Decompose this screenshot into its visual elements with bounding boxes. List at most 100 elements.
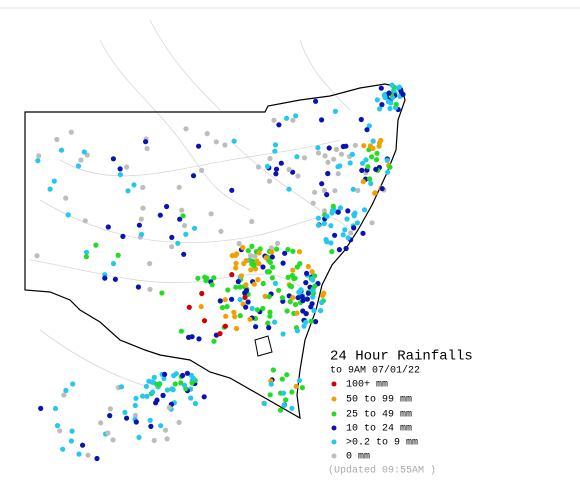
station-dot xyxy=(287,299,293,305)
station-dot xyxy=(138,231,145,237)
station-dots xyxy=(34,82,406,462)
station-dot xyxy=(245,299,251,305)
station-dot xyxy=(164,203,170,210)
station-dot xyxy=(252,253,258,259)
station-dot xyxy=(372,190,378,196)
legend-swatch xyxy=(331,411,337,417)
station-dot xyxy=(337,163,343,169)
station-dot xyxy=(198,304,204,310)
station-dot xyxy=(229,253,235,259)
station-dot xyxy=(179,207,185,213)
nsw-border xyxy=(24,83,406,420)
station-dot xyxy=(267,392,273,398)
station-dot xyxy=(272,148,278,154)
station-dot xyxy=(369,220,375,226)
station-dot xyxy=(396,84,402,90)
station-dot xyxy=(229,296,235,302)
station-dot xyxy=(110,437,116,443)
station-dot xyxy=(310,288,316,294)
station-dot xyxy=(284,308,290,314)
station-dot xyxy=(235,279,241,285)
station-dot xyxy=(276,122,282,128)
station-dot xyxy=(360,178,366,185)
station-dot xyxy=(160,392,166,398)
legend: 24 Hour Rainfalls to 9AM 07/01/22 (Updat… xyxy=(328,349,473,477)
station-dot xyxy=(211,275,217,281)
station-dot xyxy=(243,288,250,294)
station-dot xyxy=(249,243,255,249)
station-dot xyxy=(310,200,316,206)
station-dot xyxy=(285,246,291,253)
station-dot xyxy=(140,393,146,399)
station-dot xyxy=(147,417,153,423)
station-dot xyxy=(267,313,273,319)
station-dot xyxy=(63,387,69,394)
station-dot xyxy=(237,297,243,303)
station-dot xyxy=(85,452,91,458)
station-dot xyxy=(222,297,228,303)
station-dot xyxy=(328,223,334,229)
station-dot xyxy=(290,117,296,123)
station-dot xyxy=(351,225,357,231)
station-dot xyxy=(368,180,374,187)
station-dot xyxy=(321,290,327,296)
station-dot xyxy=(301,323,307,329)
station-dot xyxy=(269,249,275,255)
station-dot xyxy=(158,423,164,429)
station-dot xyxy=(337,205,344,211)
station-dot xyxy=(305,290,311,296)
station-dot xyxy=(266,325,272,331)
station-dot xyxy=(315,215,321,221)
station-dot xyxy=(243,258,249,264)
station-dot xyxy=(204,275,210,281)
station-dot xyxy=(256,250,262,256)
station-dot xyxy=(231,309,237,315)
station-dot xyxy=(180,213,186,219)
station-dot xyxy=(80,442,86,448)
station-dot xyxy=(329,249,335,255)
station-dot xyxy=(338,151,345,157)
station-dot xyxy=(319,299,325,306)
station-dot xyxy=(161,375,167,382)
station-dot xyxy=(257,246,263,252)
station-dot xyxy=(321,208,328,214)
station-dot xyxy=(107,406,113,412)
station-dot xyxy=(359,160,366,166)
station-dot xyxy=(304,270,310,276)
station-dot xyxy=(256,261,262,267)
legend-label: 0 mm xyxy=(346,452,370,463)
station-dot xyxy=(266,178,273,184)
station-dot xyxy=(355,187,361,194)
station-dot xyxy=(175,240,181,246)
station-dot xyxy=(84,249,90,255)
station-dot xyxy=(279,295,285,301)
station-dot xyxy=(386,90,392,96)
station-dot xyxy=(240,245,246,251)
station-dot xyxy=(387,164,393,170)
station-dot xyxy=(34,253,40,259)
station-dot xyxy=(222,323,228,329)
legend-swatch xyxy=(331,396,337,402)
station-dot xyxy=(379,186,385,192)
station-dot xyxy=(248,267,254,273)
station-dot xyxy=(169,386,175,392)
station-dot xyxy=(309,269,315,275)
station-dot xyxy=(192,400,199,407)
station-dot xyxy=(324,192,330,198)
station-dot xyxy=(378,85,384,91)
station-dot xyxy=(344,216,350,222)
station-dot xyxy=(373,166,379,172)
station-dot xyxy=(173,371,179,377)
station-dot xyxy=(162,371,168,377)
station-dot xyxy=(164,387,170,393)
station-dot xyxy=(299,294,305,300)
station-dot xyxy=(280,331,286,337)
station-dot xyxy=(322,153,328,159)
station-dot xyxy=(213,139,219,145)
station-dot xyxy=(81,149,87,155)
station-dot xyxy=(144,393,150,399)
station-dot xyxy=(289,405,295,411)
station-dot xyxy=(276,287,282,293)
station-dot xyxy=(120,233,126,239)
